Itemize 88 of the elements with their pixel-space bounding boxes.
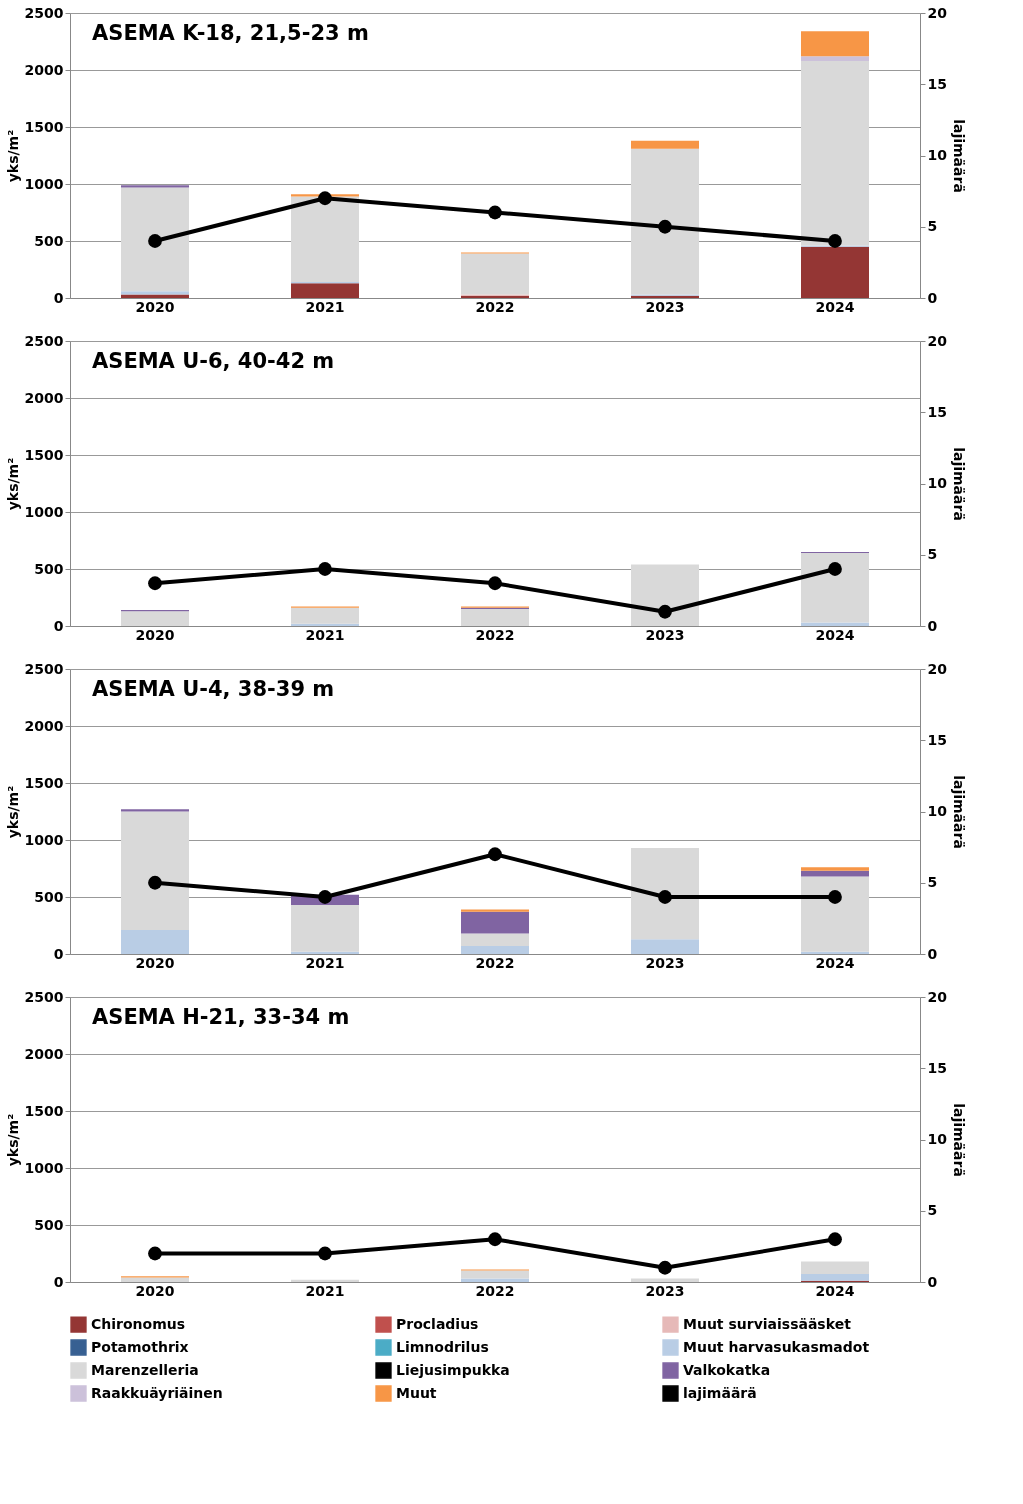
y2-tick-label: 10 <box>927 475 948 491</box>
legend-label: Liejusimpukka <box>396 1361 510 1378</box>
y-tick-label: 2000 <box>24 389 64 406</box>
x-tick-label: 2022 <box>475 954 515 971</box>
y2-tick-label: 0 <box>927 945 938 962</box>
legend-label: Valkokatka <box>683 1361 771 1378</box>
y-axis-title: yks/m² <box>4 785 21 839</box>
y2-axis-title: lajimäärä <box>950 1103 967 1177</box>
chart-title: ASEMA U-6, 40-42 m <box>92 349 335 373</box>
y-tick-label: 2000 <box>24 1045 64 1062</box>
x-tick-label: 2021 <box>305 626 345 643</box>
y-tick-label: 0 <box>53 289 64 306</box>
legend-label: Muut harvasukasmadot <box>683 1338 870 1355</box>
legend-label: Raakkuäyriäinen <box>91 1384 223 1401</box>
y2-tick-label: 10 <box>927 1131 948 1147</box>
y2-tick-label: 20 <box>927 660 948 677</box>
x-tick-label: 2022 <box>475 298 515 315</box>
y2-tick-label: 15 <box>927 403 947 420</box>
x-tick-label: 2022 <box>475 1282 515 1299</box>
legend-label: Muut surviaissääsket <box>683 1315 852 1332</box>
x-tick-label: 2024 <box>815 298 855 315</box>
x-tick-label: 2023 <box>645 954 685 971</box>
y2-tick-label: 20 <box>927 988 948 1005</box>
legend-label: Potamothrix <box>91 1338 189 1355</box>
y-tick-label: 1500 <box>24 774 64 791</box>
y-tick-label: 1500 <box>24 118 64 135</box>
y-axis-title: yks/m² <box>4 457 21 511</box>
y-tick-label: 1000 <box>24 1159 64 1176</box>
legend-label: Chironomus <box>91 1315 186 1332</box>
y2-tick-label: 0 <box>927 289 938 306</box>
x-tick-label: 2020 <box>135 298 175 315</box>
y2-tick-label: 5 <box>927 546 938 563</box>
y-axis-title: yks/m² <box>4 129 21 183</box>
y-tick-label: 2500 <box>24 4 64 21</box>
y-tick-label: 1000 <box>24 503 64 520</box>
y2-tick-label: 5 <box>927 218 938 235</box>
y2-tick-label: 0 <box>927 617 938 634</box>
y-tick-label: 2000 <box>24 61 64 78</box>
x-tick-label: 2023 <box>645 298 685 315</box>
y-tick-label: 1000 <box>24 831 64 848</box>
y-tick-label: 0 <box>53 945 64 962</box>
y-tick-label: 1000 <box>24 175 64 192</box>
legend-label: Limnodrilus <box>396 1338 489 1355</box>
x-tick-label: 2024 <box>815 626 855 643</box>
y2-tick-label: 5 <box>927 1202 938 1219</box>
y-axis-title: yks/m² <box>4 1113 21 1167</box>
y2-tick-label: 20 <box>927 4 948 21</box>
y-tick-label: 0 <box>53 617 64 634</box>
y2-tick-label: 5 <box>927 874 938 891</box>
x-tick-label: 2024 <box>815 954 855 971</box>
y-tick-label: 500 <box>34 888 64 905</box>
x-tick-label: 2024 <box>815 1282 855 1299</box>
y2-axis-title: lajimäärä <box>950 447 967 521</box>
x-tick-label: 2020 <box>135 1282 175 1299</box>
x-tick-label: 2023 <box>645 1282 685 1299</box>
y-tick-label: 2500 <box>24 988 64 1005</box>
legend-label: Marenzelleria <box>91 1361 199 1378</box>
y2-tick-label: 20 <box>927 332 948 349</box>
y2-tick-label: 0 <box>927 1273 938 1290</box>
y-tick-label: 1500 <box>24 1102 64 1119</box>
x-tick-label: 2020 <box>135 626 175 643</box>
y-tick-label: 2500 <box>24 660 64 677</box>
y-tick-label: 500 <box>34 1216 64 1233</box>
legend-label: lajimäärä <box>683 1384 757 1401</box>
y-tick-label: 0 <box>53 1273 64 1290</box>
y2-tick-label: 10 <box>927 147 948 163</box>
legend-label: Procladius <box>396 1315 479 1332</box>
y-tick-label: 500 <box>34 232 64 249</box>
x-tick-label: 2021 <box>305 954 345 971</box>
y-tick-label: 500 <box>34 560 64 577</box>
y2-tick-label: 15 <box>927 1059 947 1076</box>
chart-title: ASEMA H-21, 33-34 m <box>92 1005 350 1029</box>
legend-label: Muut <box>396 1384 437 1401</box>
x-tick-label: 2023 <box>645 626 685 643</box>
y2-tick-label: 15 <box>927 731 947 748</box>
x-tick-label: 2021 <box>305 298 345 315</box>
chart-title: ASEMA U-4, 38-39 m <box>92 677 335 701</box>
y-tick-label: 1500 <box>24 446 64 463</box>
y-tick-label: 2000 <box>24 717 64 734</box>
y2-axis-title: lajimäärä <box>950 119 967 193</box>
chart-title: ASEMA K-18, 21,5-23 m <box>92 21 369 45</box>
y2-tick-label: 10 <box>927 803 948 819</box>
y-tick-label: 2500 <box>24 332 64 349</box>
y2-tick-label: 15 <box>927 75 947 92</box>
y2-axis-title: lajimäärä <box>950 775 967 849</box>
x-tick-label: 2021 <box>305 1282 345 1299</box>
x-tick-label: 2020 <box>135 954 175 971</box>
x-tick-label: 2022 <box>475 626 515 643</box>
